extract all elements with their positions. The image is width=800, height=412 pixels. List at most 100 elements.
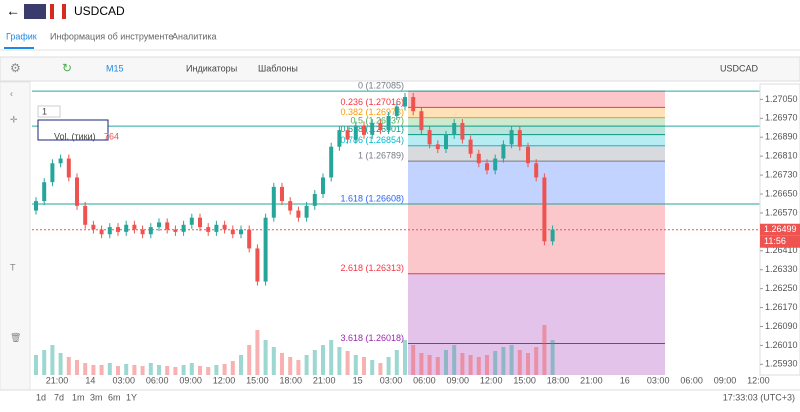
range-button[interactable]: 6m	[108, 392, 121, 402]
tool[interactable]: ✛	[10, 114, 18, 124]
y-tick-label: 1.26090	[765, 321, 798, 331]
tool[interactable]: T	[10, 262, 16, 272]
y-tick-label: 1.25930	[765, 359, 798, 369]
tab[interactable]: Аналитика	[172, 31, 217, 41]
volume-bar	[222, 364, 227, 375]
volume-bar	[542, 325, 547, 375]
volume-bar	[534, 347, 539, 375]
volume-bar	[501, 347, 506, 375]
volume-bar	[435, 357, 440, 375]
settings-icon[interactable]: ⚙	[10, 61, 21, 75]
volume-bar	[99, 365, 104, 375]
volume-bar	[378, 363, 383, 375]
x-tick-label: 09:00	[714, 375, 737, 385]
candle-body	[321, 177, 325, 195]
candle-body	[526, 146, 530, 164]
fib-label: 1.618 (1.26608)	[340, 193, 404, 203]
y-tick-label: 1.26410	[765, 245, 798, 255]
candle-body	[148, 227, 153, 235]
symbol-select[interactable]: USDCAD	[720, 63, 759, 73]
candle-body	[50, 163, 55, 183]
refresh-icon[interactable]: ↻	[62, 61, 72, 75]
volume-bar	[312, 350, 317, 375]
indicators[interactable]: Индикаторы	[186, 63, 237, 73]
candle-body	[534, 163, 539, 178]
fib-zone	[408, 91, 665, 108]
y-tick-label: 1.26810	[765, 151, 798, 161]
x-tick-label: 21:00	[313, 375, 336, 385]
x-tick-label: 15:00	[246, 375, 269, 385]
candle-body	[550, 229, 555, 242]
volume-bar	[181, 365, 186, 375]
candle-body	[255, 248, 260, 282]
volume-bar	[58, 353, 63, 375]
timeframe[interactable]: M15	[106, 63, 124, 73]
volume-bar	[91, 365, 96, 375]
candle-body	[378, 123, 383, 131]
volume-bar	[165, 366, 170, 375]
volume-bar	[411, 345, 416, 375]
candle-body	[542, 177, 547, 242]
tool[interactable]: ‹	[10, 88, 13, 98]
fib-zone	[408, 117, 665, 127]
volume-bar	[206, 367, 211, 375]
candle-body	[419, 111, 424, 131]
tool[interactable]: 🗑	[10, 332, 21, 342]
volume-bar	[345, 351, 350, 375]
candle-body	[386, 115, 391, 131]
volume-bar	[140, 366, 145, 375]
candle-body	[230, 229, 235, 235]
volume-bar	[526, 353, 530, 375]
fib-zone	[408, 107, 665, 118]
fib-label: 0.5 (1.26937)	[350, 115, 404, 125]
volume-bar	[288, 357, 293, 375]
range-button[interactable]: 1m	[72, 392, 85, 402]
range-button[interactable]: 7d	[54, 392, 64, 402]
range-button[interactable]: 1d	[36, 392, 46, 402]
volume-bar	[427, 355, 432, 375]
candle-body	[296, 210, 301, 218]
candle-body	[501, 144, 506, 159]
candle-body	[42, 182, 47, 202]
x-tick-label: 03:00	[647, 375, 670, 385]
x-tick-label: 06:00	[413, 375, 436, 385]
fib-label: 0.236 (1.27016)	[340, 97, 404, 107]
volume-legend: Vol. (тики)	[54, 131, 96, 141]
candle-body	[403, 97, 407, 107]
x-tick-label: 16	[620, 375, 630, 385]
candle-body	[411, 97, 416, 112]
volume-bar	[321, 345, 325, 375]
x-tick-label: 03:00	[380, 375, 403, 385]
candle-body	[198, 217, 202, 228]
range-button[interactable]: 3m	[90, 392, 103, 402]
candle-body	[66, 158, 71, 178]
y-tick-label: 1.26170	[765, 302, 798, 312]
tab[interactable]: График	[6, 31, 37, 41]
candle-body	[263, 217, 268, 282]
volume-bar	[189, 363, 194, 375]
candle-body	[280, 186, 284, 202]
x-tick-label: 06:00	[146, 375, 169, 385]
volume-bar	[403, 340, 407, 375]
flag-us	[24, 4, 46, 19]
tab[interactable]: Информация об инструменте	[50, 31, 173, 41]
y-tick-label: 1.26570	[765, 207, 798, 217]
templates[interactable]: Шаблоны	[258, 63, 298, 73]
volume-bar	[444, 350, 448, 375]
volume-bar	[198, 366, 202, 375]
candle-body	[476, 153, 481, 164]
volume-bar	[263, 340, 268, 375]
x-tick-label: 21:00	[580, 375, 603, 385]
candle-body	[140, 229, 145, 235]
candle-body	[181, 224, 186, 232]
volume-bar	[271, 347, 276, 375]
volume-bar	[42, 350, 47, 375]
candle-body	[460, 123, 465, 140]
candle-body	[91, 224, 96, 230]
countdown: 11:56	[764, 236, 786, 246]
back[interactable]: ←	[6, 3, 20, 19]
x-tick-label: 09:00	[179, 375, 202, 385]
candle-body	[132, 224, 137, 230]
range-button[interactable]: 1Y	[126, 392, 137, 402]
candle-body	[189, 217, 194, 225]
